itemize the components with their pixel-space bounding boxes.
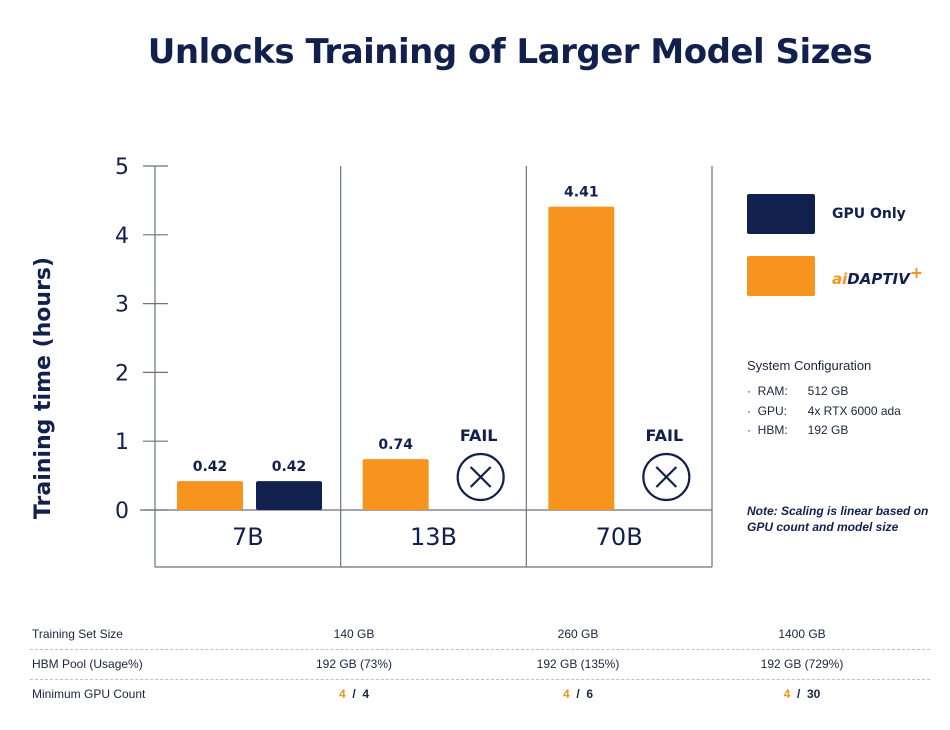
system-value: 192 GB <box>807 423 849 437</box>
legend-swatch-gpu-only <box>747 194 815 234</box>
legend-label-gpu-only: GPU Only <box>832 206 906 222</box>
gpu-count-cell: 4 / 4 <box>338 687 370 701</box>
data-label-7B-0: 0.42 <box>193 459 228 475</box>
fail-circle-icon <box>642 452 691 502</box>
fail-x-icon <box>469 466 492 488</box>
system-key: RAM: <box>757 384 788 398</box>
row-label: Training Set Size <box>32 627 123 641</box>
fail-label-70B: FAIL <box>646 426 684 445</box>
fail-x-icon <box>655 466 678 488</box>
brand-daptiv-text: DAPTIV <box>847 270 910 288</box>
fail-circle-icon <box>456 452 505 502</box>
chart-title: Unlocks Training of Larger Model Sizes <box>147 32 873 72</box>
system-row-hbm: · HBM: 192 GB <box>747 423 849 437</box>
system-key: HBM: <box>757 423 788 437</box>
y-axis-label: Training time (hours) <box>31 257 56 519</box>
table-row: Minimum GPU Count 4 / 4 4 / 6 4 / 30 <box>30 680 930 709</box>
cell-value: 140 GB <box>333 627 375 641</box>
row-label: Minimum GPU Count <box>32 687 146 701</box>
cell-value: 192 GB (135%) <box>536 657 620 671</box>
legend-label-aidaptiv: aiDAPTIV+ <box>832 263 923 288</box>
row-label: HBM Pool (Usage%) <box>32 657 143 671</box>
config-table: Training Set Size 140 GB 260 GB 1400 GB … <box>30 620 930 709</box>
brand-plus-text: + <box>909 263 924 282</box>
cell-value: 192 GB (729%) <box>760 657 844 671</box>
y-tick-label-2: 2 <box>115 361 129 386</box>
bar-13B-0 <box>362 459 429 510</box>
y-tick-label-5: 5 <box>115 155 129 180</box>
data-label-70B-0: 4.41 <box>564 185 599 201</box>
scaling-note: Note: Scaling is linear based on GPU cou… <box>747 504 929 534</box>
system-value: 4x RTX 6000 ada <box>807 404 901 418</box>
y-tick-label-1: 1 <box>115 430 129 455</box>
cell-value: 192 GB (73%) <box>315 657 393 671</box>
table-row: HBM Pool (Usage%) 192 GB (73%) 192 GB (1… <box>30 650 930 680</box>
category-label-13B: 13B <box>410 523 457 551</box>
system-row-gpu: · GPU: 4x RTX 6000 ada <box>747 404 901 418</box>
y-tick-label-3: 3 <box>115 293 129 318</box>
system-value: 512 GB <box>807 384 849 398</box>
gpu-count-cell: 4 / 30 <box>783 687 821 701</box>
y-tick-label-4: 4 <box>115 224 129 249</box>
y-tick-label-0: 0 <box>115 499 129 524</box>
fail-label-13B: FAIL <box>460 426 498 445</box>
cell-value: 260 GB <box>557 627 599 641</box>
brand-ai-text: ai <box>832 270 848 288</box>
bar-7B-0 <box>177 481 243 510</box>
system-key: GPU: <box>757 404 788 418</box>
table-row: Training Set Size 140 GB 260 GB 1400 GB <box>30 620 930 650</box>
data-label-7B-1: 0.42 <box>272 459 307 475</box>
category-label-7B: 7B <box>232 523 264 551</box>
bar-7B-1 <box>256 481 322 510</box>
data-label-13B-0: 0.74 <box>378 437 413 453</box>
bar-70B-0 <box>548 206 615 511</box>
system-row-ram: · RAM: 512 GB <box>747 384 849 398</box>
legend-swatch-aidaptiv <box>747 256 815 296</box>
system-config-title: System Configuration <box>747 358 872 373</box>
cell-value: 1400 GB <box>778 627 826 641</box>
gpu-count-cell: 4 / 6 <box>562 687 594 701</box>
category-label-70B: 70B <box>596 523 643 551</box>
